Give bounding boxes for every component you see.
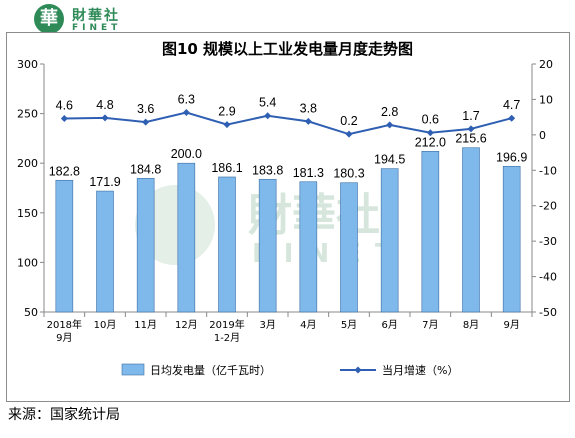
bar-value-label: 171.9 bbox=[89, 175, 120, 189]
line-value-label: 3.6 bbox=[137, 102, 154, 116]
bar bbox=[96, 190, 114, 313]
legend-bar-swatch bbox=[121, 363, 145, 376]
line-value-label: 4.7 bbox=[503, 98, 520, 112]
line-value-label: 0.2 bbox=[340, 114, 357, 128]
bar bbox=[55, 179, 74, 313]
line-value-label: 2.9 bbox=[218, 105, 235, 119]
left-tick-label: 50 bbox=[24, 306, 38, 319]
line-value-label: 4.8 bbox=[96, 98, 113, 112]
line-point bbox=[101, 114, 109, 122]
right-tick-label: 0 bbox=[539, 129, 546, 142]
x-tick-label: 6月 bbox=[381, 319, 397, 331]
bar bbox=[421, 150, 440, 313]
bar-value-label: 181.3 bbox=[293, 166, 324, 180]
left-tick-label: 100 bbox=[17, 256, 38, 269]
line-value-label: 0.6 bbox=[422, 113, 439, 127]
line-value-label: 2.8 bbox=[381, 105, 398, 119]
line-value-label: 5.4 bbox=[259, 96, 276, 110]
left-tick-label: 300 bbox=[17, 58, 38, 71]
bar bbox=[299, 181, 318, 313]
bar bbox=[340, 182, 358, 313]
x-tick-label: 10月 bbox=[94, 319, 117, 331]
x-tick-label: 8月 bbox=[463, 319, 479, 331]
right-tick-label: -50 bbox=[539, 306, 557, 319]
left-tick-label: 200 bbox=[17, 157, 38, 170]
legend: 日均发电量（亿千瓦时） 当月增速（%） bbox=[121, 363, 458, 377]
x-tick-label: 4月 bbox=[300, 319, 316, 331]
x-tick-label: 1-2月 bbox=[214, 332, 240, 344]
right-tick-label: -30 bbox=[539, 235, 557, 248]
line-value-label: 6.3 bbox=[178, 93, 195, 107]
line-point bbox=[426, 129, 434, 137]
right-tick-label: -10 bbox=[539, 164, 557, 177]
line-point bbox=[304, 117, 312, 125]
legend-bar-label: 日均发电量（亿千瓦时） bbox=[150, 363, 271, 377]
bar-value-label: 183.8 bbox=[252, 163, 283, 177]
logo-badge: 華 bbox=[34, 4, 64, 34]
line-point bbox=[467, 125, 475, 133]
bar-value-label: 184.8 bbox=[130, 162, 161, 176]
x-tick-label: 9月 bbox=[56, 332, 72, 344]
logo-chinese-name: 財華社 bbox=[72, 8, 120, 24]
right-tick-label: 10 bbox=[539, 93, 553, 106]
bar-value-label: 194.5 bbox=[374, 153, 405, 167]
line-series bbox=[60, 109, 516, 138]
bar-value-label: 182.8 bbox=[49, 164, 80, 178]
bar-value-label: 180.3 bbox=[333, 167, 364, 181]
bar-value-label: 215.6 bbox=[455, 132, 486, 146]
bar bbox=[218, 176, 236, 313]
line-point bbox=[142, 118, 150, 126]
bar bbox=[136, 177, 155, 313]
left-tick-label: 250 bbox=[17, 108, 38, 121]
line-point bbox=[264, 112, 272, 120]
right-tick-label: -40 bbox=[539, 271, 557, 284]
x-tick-label: 7月 bbox=[422, 319, 438, 331]
x-tick-label: 9月 bbox=[503, 319, 519, 331]
line-point bbox=[386, 121, 394, 129]
line-point bbox=[508, 114, 516, 122]
line-point bbox=[60, 115, 68, 123]
x-tick-label: 12月 bbox=[175, 319, 198, 331]
line-value-label: 4.6 bbox=[56, 99, 73, 113]
data-labels: 182.8 171.9 184.8 200.0 186.1 183.8 181.3 180.3… bbox=[49, 93, 528, 190]
line-value-label: 3.8 bbox=[300, 101, 317, 115]
bar-value-label: 196.9 bbox=[496, 150, 527, 164]
x-tick-label: 5月 bbox=[341, 319, 357, 331]
legend-line-marker bbox=[354, 366, 362, 374]
axes: 50 100 150 200 250 300 -50 -40 -30 -20 -10 0 10 20 201… bbox=[17, 58, 557, 344]
bar-value-label: 200.0 bbox=[171, 147, 202, 161]
x-tick-label: 3月 bbox=[259, 319, 275, 331]
x-tick-label: 2018年 bbox=[47, 318, 82, 331]
bar bbox=[380, 168, 399, 313]
bar-value-label: 212.0 bbox=[415, 135, 446, 149]
x-tick-label: 2019年 bbox=[209, 318, 244, 331]
source-note: 来源：国家统计局 bbox=[8, 407, 120, 423]
legend-line-label: 当月增速（%） bbox=[382, 363, 458, 377]
bar-series bbox=[55, 147, 521, 313]
bar bbox=[258, 178, 277, 313]
line-point bbox=[345, 130, 353, 138]
right-tick-label: 20 bbox=[539, 58, 553, 71]
line-value-label: 1.7 bbox=[462, 109, 479, 123]
growth-line bbox=[64, 111, 512, 136]
left-tick-label: 150 bbox=[17, 207, 38, 220]
chart-title: 图10 规模以上工业发电量月度走势图 bbox=[161, 40, 414, 58]
finet-logo: 華 財華社 FINET bbox=[34, 4, 174, 38]
bar bbox=[462, 147, 480, 313]
x-tick-label: 11月 bbox=[134, 319, 157, 331]
bar bbox=[177, 162, 196, 313]
line-point bbox=[182, 109, 190, 117]
bar bbox=[502, 165, 521, 313]
right-tick-label: -20 bbox=[539, 200, 557, 213]
bar-value-label: 186.1 bbox=[211, 161, 242, 175]
logo-english-name: FINET bbox=[72, 23, 122, 33]
line-point bbox=[223, 121, 231, 129]
